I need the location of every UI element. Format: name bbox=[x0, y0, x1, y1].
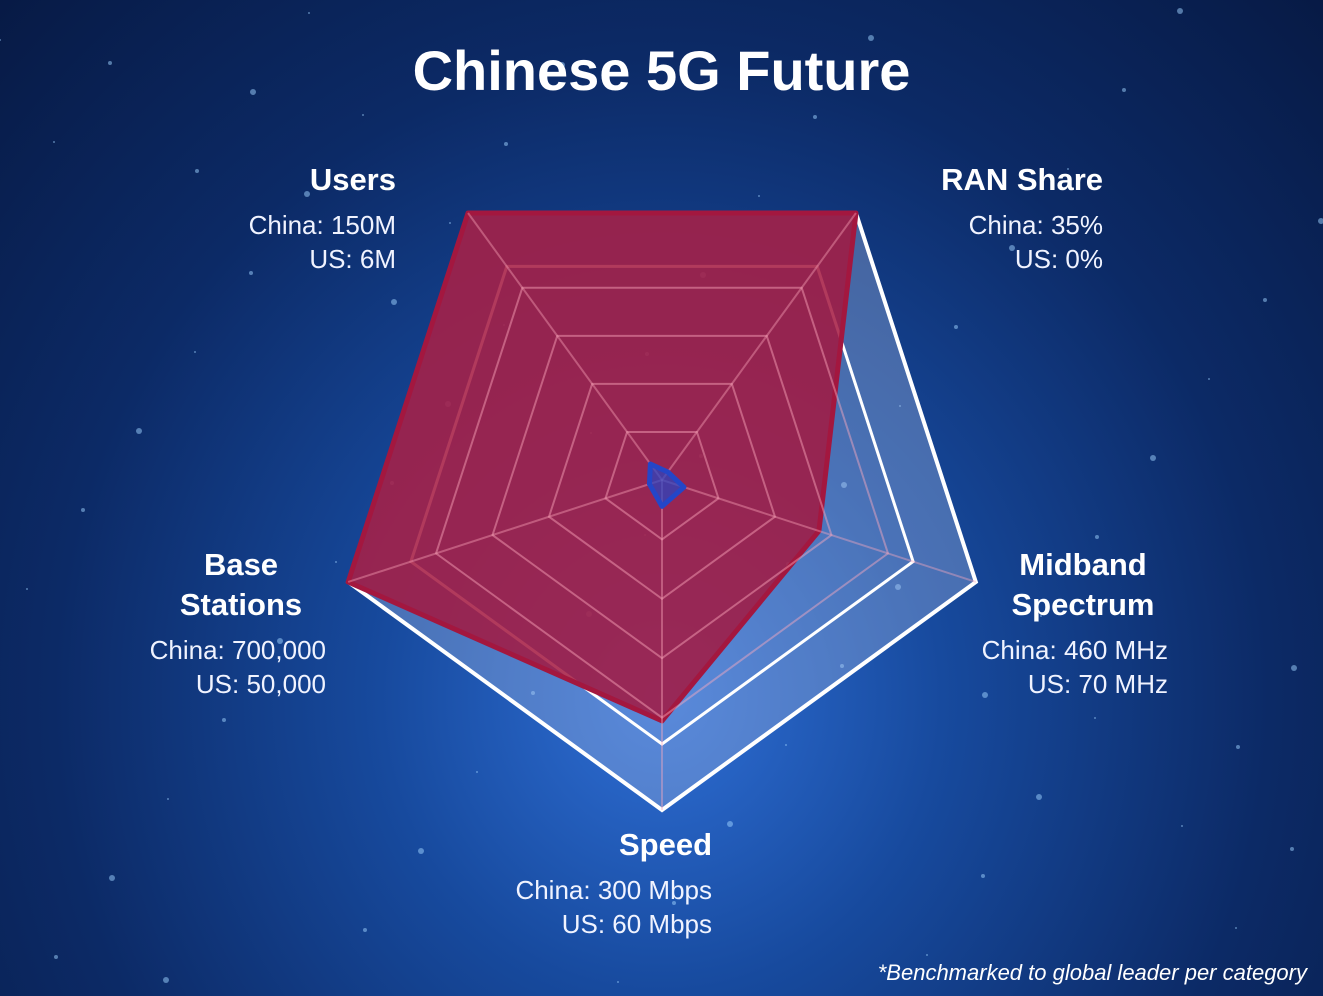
star bbox=[1009, 245, 1015, 251]
star bbox=[982, 692, 988, 698]
star bbox=[1067, 168, 1069, 170]
axis-label-block: Midband Spectrum China: 460 MHz US: 70 MHz bbox=[868, 545, 1168, 701]
chart-title: Chinese 5G Future bbox=[412, 39, 911, 102]
star bbox=[1318, 218, 1323, 224]
axis-annotation: China: 460 MHz bbox=[981, 635, 1168, 665]
star bbox=[1208, 378, 1210, 380]
star bbox=[363, 928, 367, 932]
star bbox=[476, 771, 478, 773]
axis-label-block: RAN Share China: 35% US: 0% bbox=[803, 160, 1103, 276]
star bbox=[26, 588, 28, 590]
star bbox=[899, 405, 901, 407]
star bbox=[531, 691, 535, 695]
axis-label: RAN Share bbox=[941, 162, 1103, 197]
axis-annotation: China: 300 Mbps bbox=[515, 875, 712, 905]
star bbox=[163, 977, 169, 983]
star bbox=[504, 142, 508, 146]
star bbox=[1094, 717, 1096, 719]
spoke bbox=[347, 479, 663, 583]
axis-annotation: US: 50,000 bbox=[195, 669, 326, 699]
footnote: *Benchmarked to global leader per catego… bbox=[877, 960, 1307, 985]
star bbox=[308, 12, 310, 14]
star bbox=[277, 638, 283, 644]
star bbox=[195, 169, 199, 173]
star bbox=[136, 428, 142, 434]
star bbox=[0, 39, 1, 41]
star bbox=[1150, 455, 1156, 461]
spoke bbox=[661, 479, 977, 583]
star bbox=[1236, 745, 1240, 749]
star bbox=[81, 508, 85, 512]
grid-ring bbox=[604, 430, 720, 541]
star bbox=[1040, 615, 1042, 617]
axis-annotation: China: 700,000 bbox=[149, 635, 326, 665]
star bbox=[1291, 665, 1297, 671]
axis-annotation: US: 0% bbox=[1014, 244, 1103, 274]
star bbox=[109, 875, 115, 881]
axis-label-block: Speed China: 300 Mbps US: 60 Mbps bbox=[412, 825, 712, 941]
star bbox=[1290, 847, 1294, 851]
axis-annotation: US: 6M bbox=[309, 244, 396, 274]
spoke bbox=[467, 212, 663, 481]
star bbox=[813, 115, 817, 119]
radar-area bbox=[646, 461, 687, 509]
axis-annotation: US: 70 MHz bbox=[1027, 669, 1168, 699]
axis-label-block: Base Stations China: 700,000 US: 50,000 bbox=[26, 545, 326, 701]
star bbox=[335, 561, 337, 563]
radar-area bbox=[345, 210, 859, 724]
star bbox=[559, 62, 565, 68]
star bbox=[194, 351, 196, 353]
star bbox=[727, 821, 733, 827]
grid-ring bbox=[491, 334, 833, 660]
star bbox=[249, 271, 253, 275]
star bbox=[868, 35, 874, 41]
star bbox=[362, 114, 364, 116]
grid-ring bbox=[434, 286, 890, 719]
star bbox=[1181, 825, 1183, 827]
star bbox=[449, 222, 451, 224]
axis-label: Speed bbox=[618, 827, 712, 862]
star bbox=[841, 482, 847, 488]
star bbox=[53, 141, 55, 143]
axis-annotation: China: 150M bbox=[248, 210, 396, 240]
star bbox=[840, 664, 844, 668]
grid-ring bbox=[547, 382, 777, 601]
star bbox=[250, 89, 256, 95]
axis-label: Midband Spectrum bbox=[1011, 547, 1155, 622]
star bbox=[1122, 88, 1126, 92]
star bbox=[54, 955, 58, 959]
star bbox=[418, 848, 424, 854]
star bbox=[1095, 535, 1099, 539]
star bbox=[1036, 794, 1042, 800]
star bbox=[167, 798, 169, 800]
star bbox=[391, 299, 397, 305]
star bbox=[1177, 8, 1183, 14]
axis-label-block: Users China: 150M US: 6M bbox=[96, 160, 396, 276]
axis-annotation: US: 60 Mbps bbox=[561, 909, 712, 939]
star bbox=[1235, 927, 1237, 929]
star bbox=[304, 191, 310, 197]
star bbox=[758, 195, 760, 197]
star bbox=[222, 718, 226, 722]
star bbox=[1263, 298, 1267, 302]
star bbox=[926, 954, 928, 956]
star bbox=[895, 584, 901, 590]
axis-label: Users bbox=[309, 162, 396, 197]
star bbox=[785, 744, 787, 746]
axis-annotation: China: 35% bbox=[968, 210, 1103, 240]
star bbox=[617, 981, 619, 983]
star bbox=[108, 61, 112, 65]
star bbox=[672, 901, 676, 905]
axis-label: Base Stations bbox=[179, 547, 303, 622]
star bbox=[954, 325, 958, 329]
star bbox=[981, 874, 985, 878]
spoke bbox=[661, 212, 857, 481]
